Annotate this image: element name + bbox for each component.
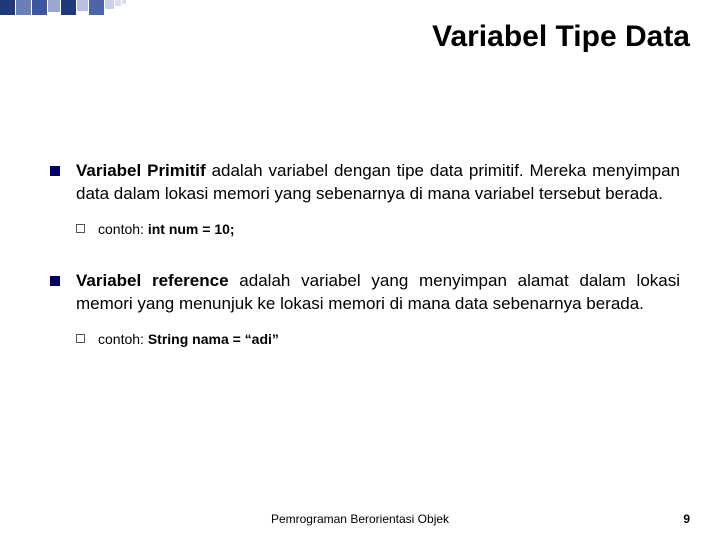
square-bullet-icon (50, 166, 60, 176)
sub-reference: contoh: String nama = “adi” (76, 330, 680, 348)
deco-square (0, 0, 15, 15)
sub-primitive: contoh: int num = 10; (76, 220, 680, 238)
deco-square (61, 0, 76, 15)
reference-bold: Variabel reference (76, 271, 229, 290)
reference-text: Variabel reference adalah variabel yang … (76, 270, 680, 316)
reference-sub-bold: String nama = “adi” (148, 331, 279, 347)
slide-content: Variabel Primitif adalah variabel dengan… (50, 160, 680, 380)
footer-page-number: 9 (683, 512, 690, 526)
deco-square (105, 0, 114, 9)
bullet-primitive: Variabel Primitif adalah variabel dengan… (50, 160, 680, 238)
deco-square (115, 0, 121, 6)
primitive-text: Variabel Primitif adalah variabel dengan… (76, 160, 680, 206)
deco-square (32, 0, 47, 15)
slide-title: Variabel Tipe Data (432, 20, 690, 54)
deco-square (48, 0, 60, 12)
bullet-reference: Variabel reference adalah variabel yang … (50, 270, 680, 348)
primitive-sub-bold: int num = 10; (148, 221, 235, 237)
reference-example: contoh: String nama = “adi” (98, 330, 680, 348)
header-decoration (0, 0, 127, 15)
square-bullet-icon (50, 276, 60, 286)
slide: Variabel Tipe Data Variabel Primitif ada… (0, 0, 720, 540)
deco-square (16, 0, 31, 15)
deco-square (77, 0, 88, 11)
primitive-sub-prefix: contoh: (98, 221, 148, 237)
footer-center-text: Pemrograman Berorientasi Objek (0, 512, 720, 526)
deco-square (122, 0, 126, 4)
reference-sub-prefix: contoh: (98, 331, 148, 347)
deco-square (89, 0, 104, 15)
primitive-bold: Variabel Primitif (76, 161, 206, 180)
hollow-square-icon (76, 334, 85, 343)
hollow-square-icon (76, 224, 85, 233)
primitive-example: contoh: int num = 10; (98, 220, 680, 238)
